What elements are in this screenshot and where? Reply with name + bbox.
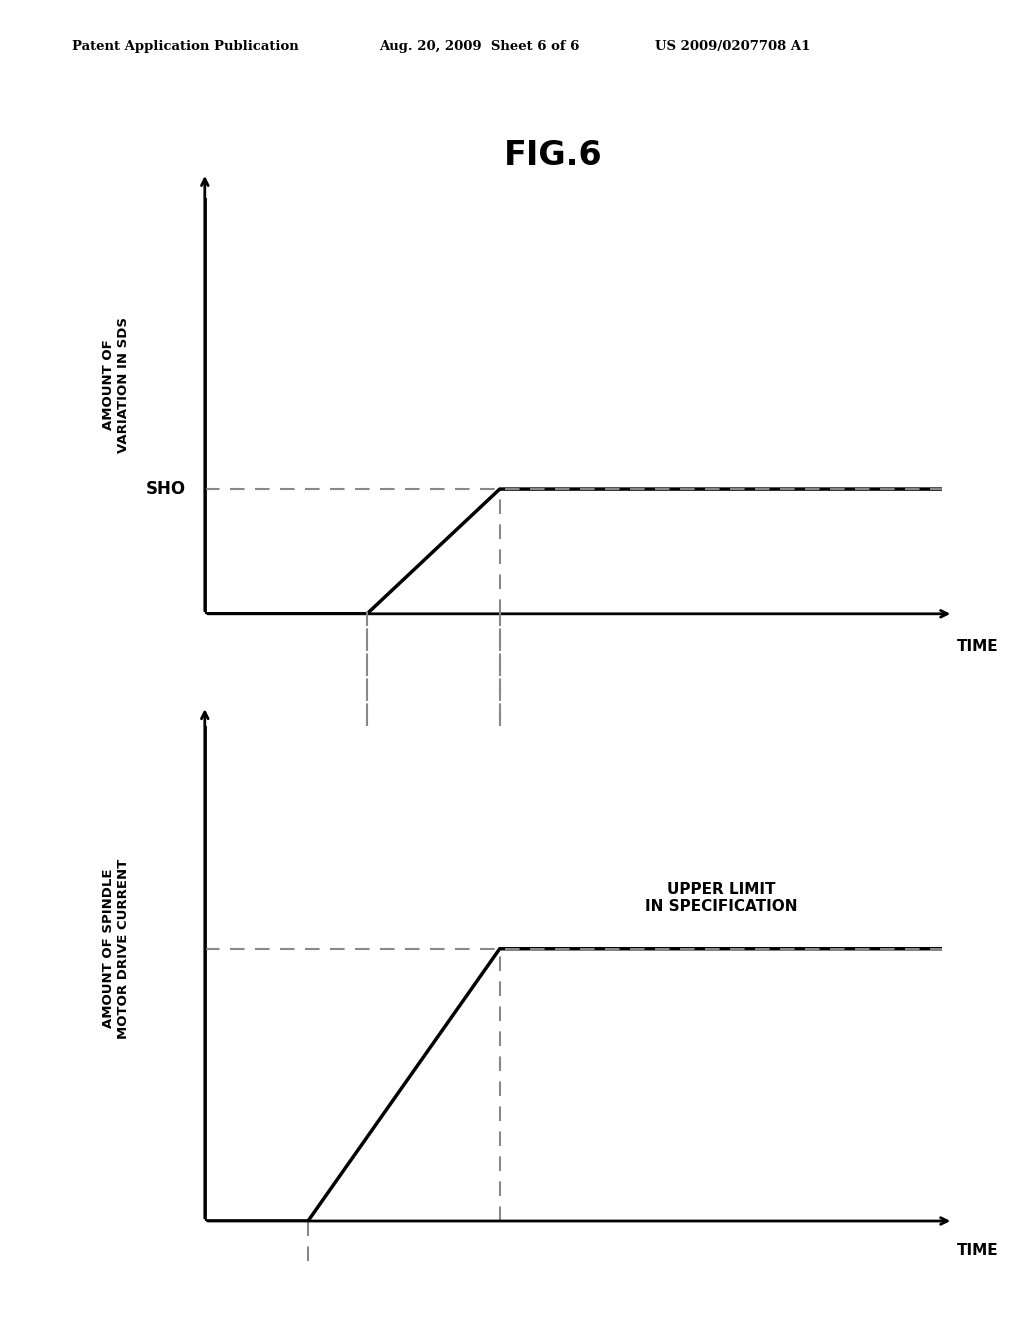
- Text: UPPER LIMIT
IN SPECIFICATION: UPPER LIMIT IN SPECIFICATION: [645, 882, 797, 913]
- Text: SHO: SHO: [146, 480, 186, 498]
- Text: Aug. 20, 2009  Sheet 6 of 6: Aug. 20, 2009 Sheet 6 of 6: [379, 40, 580, 53]
- Text: US 2009/0207708 A1: US 2009/0207708 A1: [655, 40, 811, 53]
- Text: AMOUNT OF
VARIATION IN SDS: AMOUNT OF VARIATION IN SDS: [102, 317, 130, 453]
- Text: FIG.6: FIG.6: [504, 139, 602, 172]
- Text: TIME: TIME: [956, 639, 998, 653]
- Text: TIME: TIME: [956, 1243, 998, 1258]
- Text: AMOUNT OF SPINDLE
MOTOR DRIVE CURRENT: AMOUNT OF SPINDLE MOTOR DRIVE CURRENT: [102, 858, 130, 1039]
- Text: Patent Application Publication: Patent Application Publication: [72, 40, 298, 53]
